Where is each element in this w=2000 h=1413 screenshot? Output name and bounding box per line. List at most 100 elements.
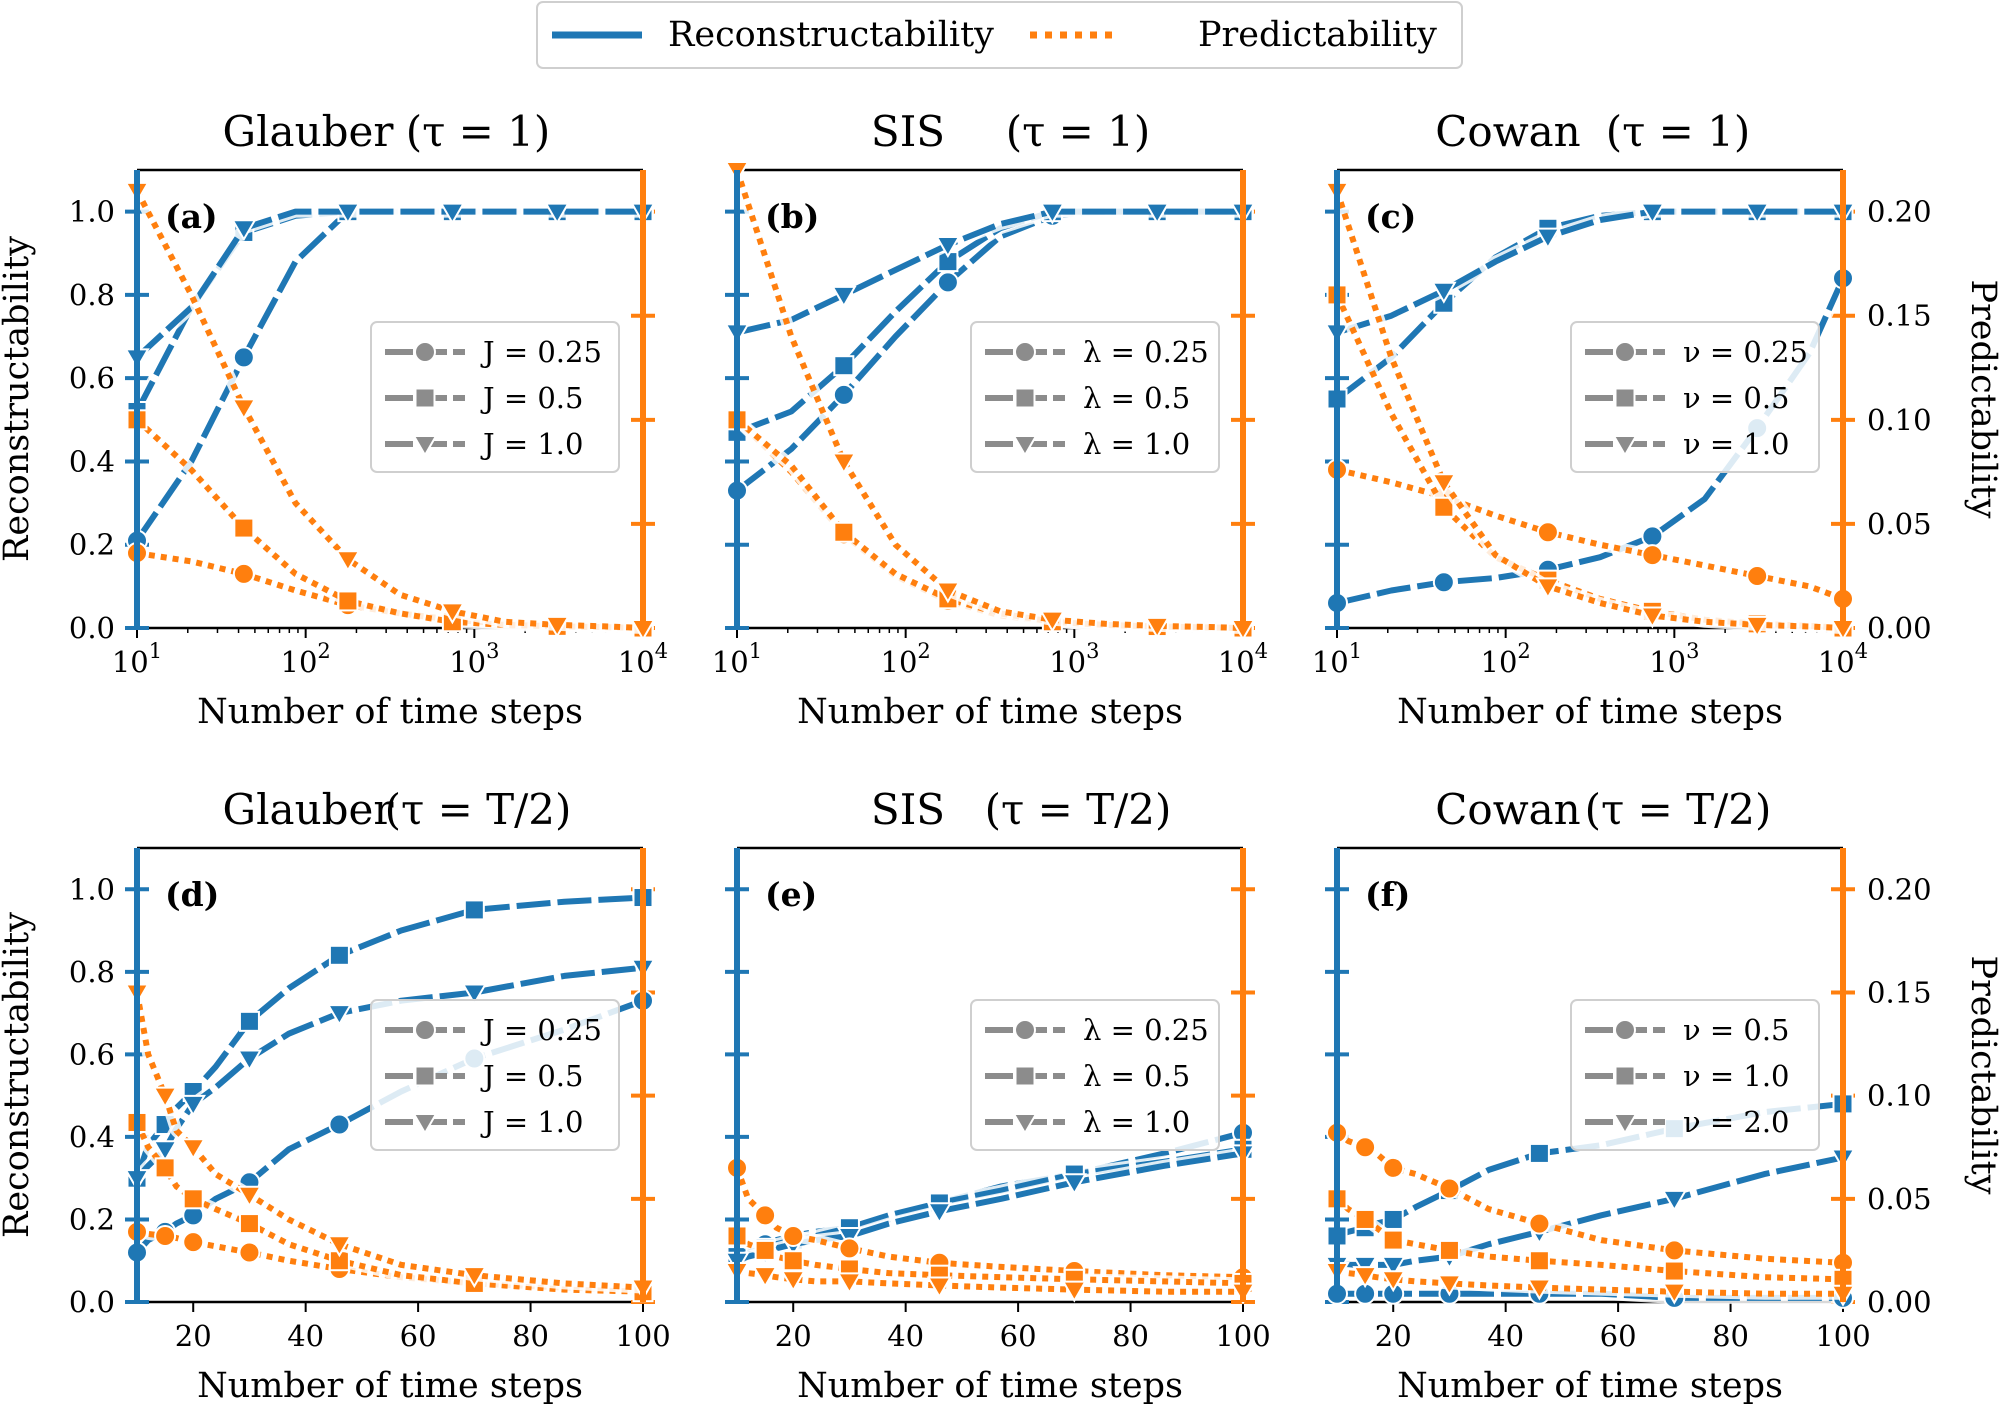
data-point — [1144, 616, 1170, 639]
panel-legend-marker — [414, 341, 436, 363]
panel-d: Glauber(τ = T/2) 20 40 60 80 100 Number of tim… — [0, 785, 671, 1406]
x-ticks: 20 40 60 80 100 — [1375, 1302, 1871, 1353]
panel-legend-label: ν = 1.0 — [1683, 1059, 1789, 1093]
data-point — [1382, 1156, 1405, 1179]
panel-e: SIS (τ = T/2) 20 40 60 80 100 Number of time st… — [724, 785, 1271, 1406]
data-point — [1061, 1280, 1088, 1303]
data-point — [926, 1276, 953, 1299]
data-point — [1382, 1229, 1404, 1251]
x-tick-label: 60 — [400, 1319, 437, 1353]
y-right-tick-label: 0.15 — [1867, 299, 1932, 333]
data-point — [832, 383, 855, 406]
data-point — [326, 1235, 353, 1258]
panel-legend-marker — [1612, 435, 1638, 457]
data-point — [1528, 1212, 1551, 1235]
panel-legend-marker — [414, 387, 436, 409]
y-left-tick-label: 0.8 — [69, 955, 115, 989]
y-left-axis-label: Reconstructability — [0, 912, 37, 1238]
series-predictability-triangle — [124, 983, 656, 1301]
x-axis-label: Number of time steps — [797, 1366, 1183, 1406]
x-tick-label: 103 — [1649, 639, 1699, 679]
data-point — [326, 1004, 353, 1027]
data-point — [461, 1266, 488, 1289]
x-ticks: 101 102 103 104 — [712, 628, 1268, 679]
x-tick-label: 60 — [1600, 1319, 1637, 1353]
data-point — [1382, 1208, 1404, 1230]
y-right-tick-label: 0.15 — [1867, 975, 1932, 1009]
panel-legend-label: J = 1.0 — [480, 427, 583, 461]
panel-label: (a) — [165, 197, 218, 236]
data-point — [232, 562, 255, 585]
data-point — [1354, 1136, 1377, 1159]
top-legend-frame — [536, 1, 1463, 69]
data-point — [1744, 615, 1770, 638]
y-right-tick-label: 0.10 — [1867, 403, 1932, 437]
x-tick-label: 104 — [1218, 639, 1268, 679]
panel-legend-label: ν = 2.0 — [1683, 1105, 1789, 1139]
x-tick-label: 60 — [1000, 1319, 1037, 1353]
panel-legend-label: λ = 1.0 — [1083, 1105, 1190, 1139]
data-point — [838, 1237, 861, 1260]
panel-legend-marker — [1014, 1019, 1036, 1041]
top-legend: Reconstructability Predictability — [536, 1, 1463, 69]
data-point — [1641, 544, 1664, 567]
y-right-tick-label: 0.00 — [1867, 1285, 1932, 1319]
data-point — [1641, 525, 1664, 548]
panel-legend-label: ν = 0.5 — [1683, 1013, 1789, 1047]
panel-title-name: Glauber — [223, 107, 395, 156]
x-tick-label: 40 — [1487, 1319, 1524, 1353]
y-right-tick-label: 0.05 — [1867, 1182, 1932, 1216]
panel-legend-marker — [1614, 341, 1636, 363]
series-group — [724, 1121, 1256, 1305]
x-axis-label: Number of time steps — [197, 1366, 583, 1406]
x-ticks: 101 102 103 104 — [112, 628, 668, 679]
x-tick-label: 103 — [449, 639, 499, 679]
data-point — [337, 590, 359, 612]
data-point — [833, 521, 855, 543]
panel-legend-marker — [414, 1065, 436, 1087]
series-predictability-circle — [1326, 1121, 1854, 1274]
panel-f: Cowan (τ = T/2) 20 40 60 80 100 Number of time … — [1324, 785, 2000, 1406]
x-tick-label: 104 — [618, 639, 668, 679]
data-point — [1438, 1177, 1461, 1200]
x-tick-label: 100 — [1215, 1319, 1270, 1353]
series-line — [134, 208, 643, 360]
y-right-tick-label: 0.20 — [1867, 872, 1932, 906]
data-point — [236, 1049, 263, 1072]
data-point — [782, 1250, 804, 1272]
legend-predictability-label: Predictability — [1198, 15, 1437, 55]
panel-legend: J = 0.25 J = 0.5 J = 1.0 — [370, 321, 620, 473]
data-point — [182, 1188, 204, 1210]
data-point — [1039, 610, 1066, 633]
y-left-tick-label: 0.6 — [69, 1037, 115, 1071]
panel-label: (f) — [1365, 875, 1410, 914]
y-left-tick-label: 1.0 — [69, 195, 115, 229]
series-group — [124, 887, 656, 1303]
data-point — [1663, 1260, 1685, 1282]
y-left-tick-label: 0.4 — [69, 1120, 115, 1154]
x-tick-label: 101 — [712, 639, 762, 679]
panel-legend-label: ν = 0.25 — [1683, 335, 1808, 369]
data-point — [439, 202, 466, 225]
panel-legend: ν = 0.5 ν = 1.0 ν = 2.0 — [1570, 999, 1820, 1151]
panel-legend-marker — [1612, 1113, 1638, 1135]
panel-title-name: SIS — [871, 107, 945, 156]
data-point — [1528, 1142, 1550, 1164]
x-tick-label: 40 — [887, 1319, 924, 1353]
x-tick-label: 104 — [1818, 639, 1868, 679]
data-point — [1061, 1173, 1088, 1196]
x-tick-label: 20 — [175, 1319, 212, 1353]
data-point — [1528, 1250, 1550, 1272]
panel-legend-marker — [412, 1113, 438, 1135]
panel-title-name: Glauber — [223, 785, 395, 834]
panel-b: SIS (τ = 1) 101 102 103 104 Number of time ste… — [712, 107, 1268, 732]
data-point — [1352, 1266, 1378, 1289]
data-point — [238, 1213, 260, 1235]
data-point — [463, 899, 485, 921]
data-point — [1663, 1239, 1686, 1262]
panel-legend-marker — [414, 1019, 436, 1041]
x-tick-label: 102 — [281, 639, 331, 679]
y-right-axis-label: Predictability — [1963, 280, 2000, 519]
data-point — [1432, 571, 1455, 594]
data-point — [180, 1138, 206, 1161]
